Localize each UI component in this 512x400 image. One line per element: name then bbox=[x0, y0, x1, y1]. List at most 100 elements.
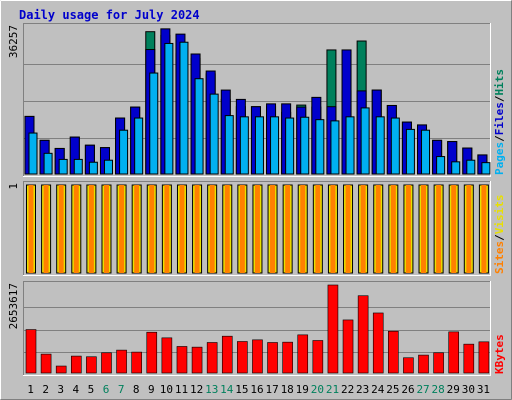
bar-pages-15 bbox=[239, 116, 249, 175]
bar-sites-24 bbox=[375, 185, 381, 273]
bar-sites-10 bbox=[164, 185, 170, 273]
bar-pages-11 bbox=[179, 41, 189, 175]
day-label-4: 4 bbox=[73, 383, 80, 396]
chart-panels: 36257Pages/Files/Hits1Sites/Visits265361… bbox=[7, 23, 506, 376]
bar-sites-23 bbox=[360, 185, 366, 273]
bar-kbytes-29 bbox=[448, 331, 460, 374]
day-label-26: 26 bbox=[401, 383, 414, 396]
bar-sites-19 bbox=[300, 185, 306, 273]
bar-kbytes-25 bbox=[388, 330, 399, 374]
bar-sites-18 bbox=[285, 185, 291, 273]
legend-entry: Files bbox=[493, 102, 506, 135]
bar-kbytes-11 bbox=[176, 346, 188, 374]
bar-pages-27 bbox=[421, 129, 431, 175]
bar-sites-2 bbox=[43, 185, 49, 273]
bar-sites-20 bbox=[315, 185, 321, 273]
bar-kbytes-10 bbox=[161, 337, 173, 374]
day-label-2: 2 bbox=[42, 383, 49, 396]
day-label-14: 14 bbox=[220, 383, 234, 396]
bar-kbytes-16 bbox=[252, 339, 263, 374]
bar-pages-2 bbox=[43, 152, 53, 175]
bar-pages-10 bbox=[164, 42, 174, 175]
bar-sites-4 bbox=[73, 185, 79, 273]
day-label-9: 9 bbox=[148, 383, 155, 396]
panel-sites-visits: 1 Sites/Visits bbox=[7, 181, 506, 276]
day-label-3: 3 bbox=[57, 383, 64, 396]
day-label-20: 20 bbox=[311, 383, 324, 396]
bar-pages-29 bbox=[451, 161, 461, 175]
day-label-30: 30 bbox=[462, 383, 475, 396]
bar-pages-17 bbox=[270, 116, 280, 175]
legend-entry: Hits bbox=[493, 69, 506, 96]
day-labels: 1 2 3 4 5 6 7 8 9 10 11 12 13 14 15 16 17 18 19 20 21 22 23 24 2… bbox=[27, 383, 490, 396]
bar-pages-19 bbox=[300, 116, 310, 175]
bar-sites-22 bbox=[345, 185, 351, 273]
bar-sites-29 bbox=[451, 185, 457, 273]
bar-kbytes-28 bbox=[433, 352, 444, 374]
day-label-11: 11 bbox=[175, 383, 188, 396]
legend-entry: KBytes bbox=[493, 334, 506, 374]
legend-entry: Visits bbox=[493, 195, 506, 235]
bar-pages-7 bbox=[119, 129, 129, 175]
bar-sites-5 bbox=[88, 185, 94, 273]
ymax-label: 1 bbox=[7, 183, 20, 190]
day-label-10: 10 bbox=[160, 383, 173, 396]
day-label-27: 27 bbox=[416, 383, 429, 396]
day-label-13: 13 bbox=[205, 383, 218, 396]
bar-kbytes-3 bbox=[55, 365, 67, 374]
day-label-1: 1 bbox=[27, 383, 34, 396]
bar-pages-23 bbox=[360, 107, 370, 175]
legend-entry: Pages bbox=[493, 142, 506, 175]
bar-sites-11 bbox=[179, 185, 185, 273]
day-label-16: 16 bbox=[250, 383, 263, 396]
day-label-31: 31 bbox=[477, 383, 490, 396]
bar-sites-30 bbox=[466, 185, 472, 273]
bar-kbytes-13 bbox=[206, 342, 218, 374]
bar-sites-13 bbox=[209, 185, 215, 273]
ymax-label: 36257 bbox=[7, 25, 20, 58]
bar-sites-9 bbox=[149, 185, 155, 273]
bar-kbytes-18 bbox=[282, 341, 293, 374]
bar-kbytes-26 bbox=[403, 357, 414, 374]
bar-pages-3 bbox=[58, 158, 68, 175]
bar-kbytes-5 bbox=[86, 356, 97, 374]
legend-entry: / bbox=[493, 135, 506, 142]
bar-pages-6 bbox=[103, 159, 113, 175]
chart-title: Daily usage for July 2024 bbox=[19, 8, 200, 22]
bar-pages-16 bbox=[254, 116, 264, 175]
bar-sites-28 bbox=[436, 185, 442, 273]
bar-kbytes-12 bbox=[191, 346, 203, 374]
bar-sites-3 bbox=[58, 185, 64, 273]
bar-kbytes-17 bbox=[267, 342, 278, 374]
day-label-29: 29 bbox=[447, 383, 460, 396]
legend-entry: Sites bbox=[493, 241, 506, 274]
bar-kbytes-15 bbox=[237, 341, 248, 374]
bar-sites-6 bbox=[103, 185, 109, 273]
bar-kbytes-6 bbox=[101, 352, 112, 374]
bar-sites-31 bbox=[481, 185, 487, 273]
bar-pages-28 bbox=[436, 156, 446, 175]
day-label-28: 28 bbox=[432, 383, 445, 396]
bar-sites-15 bbox=[239, 185, 245, 273]
bar-kbytes-24 bbox=[372, 312, 384, 374]
bar-pages-1 bbox=[28, 132, 38, 175]
day-label-12: 12 bbox=[190, 383, 203, 396]
bar-kbytes-2 bbox=[40, 353, 52, 374]
bar-sites-8 bbox=[134, 185, 140, 273]
bar-sites-7 bbox=[119, 185, 125, 273]
bar-pages-12 bbox=[194, 78, 204, 175]
bar-pages-25 bbox=[390, 117, 400, 175]
legend-entry: / bbox=[493, 95, 506, 102]
bar-sites-26 bbox=[405, 185, 411, 273]
day-label-17: 17 bbox=[265, 383, 278, 396]
bar-kbytes-1 bbox=[25, 329, 37, 374]
bar-kbytes-20 bbox=[312, 340, 324, 374]
bar-kbytes-23 bbox=[357, 295, 369, 374]
bar-pages-18 bbox=[285, 117, 295, 175]
bar-sites-17 bbox=[270, 185, 276, 273]
day-label-19: 19 bbox=[296, 383, 309, 396]
bar-pages-13 bbox=[209, 93, 219, 175]
bar-pages-24 bbox=[375, 116, 385, 175]
bar-pages-8 bbox=[134, 117, 144, 175]
